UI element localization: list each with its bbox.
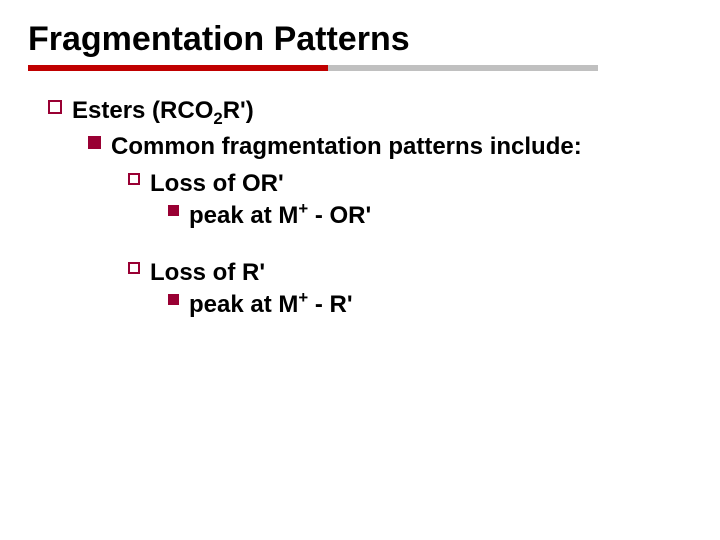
- bullet-peak-or-label: peak at M+ - OR': [189, 200, 371, 232]
- bullet-esters-label: Esters (RCO2R'): [72, 95, 254, 127]
- subscript: 2: [213, 109, 222, 128]
- bullet-peak-r: peak at M+ - R': [168, 289, 692, 321]
- title-underline: [28, 65, 692, 75]
- open-square-icon: [128, 262, 140, 274]
- slide-title: Fragmentation Patterns: [28, 20, 692, 59]
- text-fragment: - OR': [308, 202, 371, 229]
- bullet-loss-r-label: Loss of R': [150, 257, 265, 289]
- underline-red-bar: [28, 65, 328, 71]
- bullet-common: Common fragmentation patterns include:: [88, 131, 692, 163]
- text-fragment: Esters (RCO: [72, 97, 213, 124]
- text-fragment: - R': [308, 291, 352, 318]
- bullet-peak-r-label: peak at M+ - R': [189, 289, 353, 321]
- bullet-esters: Esters (RCO2R'): [48, 95, 692, 127]
- slide: Fragmentation Patterns Esters (RCO2R') C…: [0, 0, 720, 540]
- bullet-loss-or: Loss of OR': [128, 168, 692, 200]
- bullet-loss-r: Loss of R': [128, 257, 692, 289]
- superscript: +: [298, 288, 308, 307]
- solid-square-icon: [88, 136, 101, 149]
- solid-square-icon: [168, 205, 179, 216]
- text-fragment: R'): [223, 97, 254, 124]
- text-fragment: peak at M: [189, 202, 298, 229]
- bullet-peak-or: peak at M+ - OR': [168, 200, 692, 232]
- bullet-common-label: Common fragmentation patterns include:: [111, 131, 582, 163]
- solid-square-icon: [168, 294, 179, 305]
- open-square-icon: [128, 173, 140, 185]
- superscript: +: [298, 199, 308, 218]
- bullet-loss-or-label: Loss of OR': [150, 168, 284, 200]
- text-fragment: peak at M: [189, 291, 298, 318]
- open-square-icon: [48, 100, 62, 114]
- bullet-list: Esters (RCO2R') Common fragmentation pat…: [28, 95, 692, 321]
